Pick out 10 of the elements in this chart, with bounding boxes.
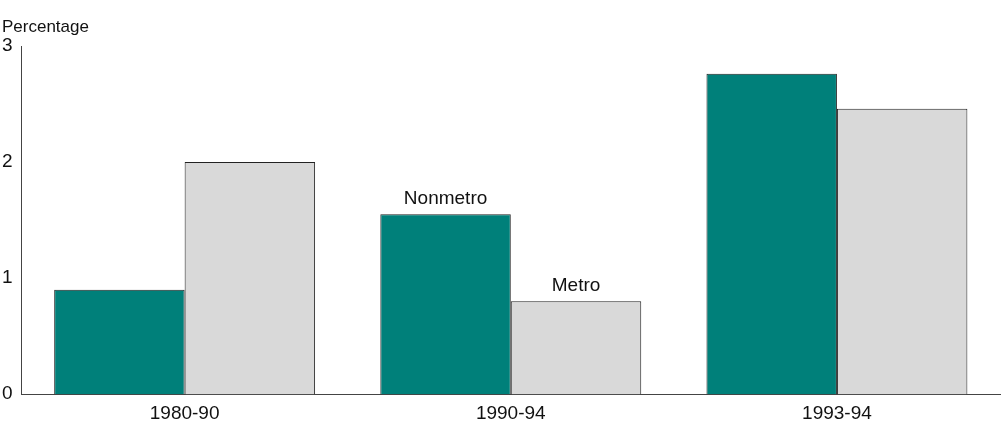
x-tick-label: 1980-90 [149, 401, 220, 423]
series-label: Nonmetro [403, 187, 488, 209]
y-tick-label: 1 [1, 266, 13, 288]
series-label: Metro [551, 274, 601, 296]
x-tick-label: 1990-94 [475, 401, 547, 423]
x-tick-label: 1993-94 [802, 401, 873, 423]
y-axis-title: Percentage [2, 17, 89, 37]
y-tick-label: 2 [1, 150, 13, 172]
y-tick-label: 3 [1, 34, 13, 56]
y-tick-label: 0 [1, 382, 13, 404]
